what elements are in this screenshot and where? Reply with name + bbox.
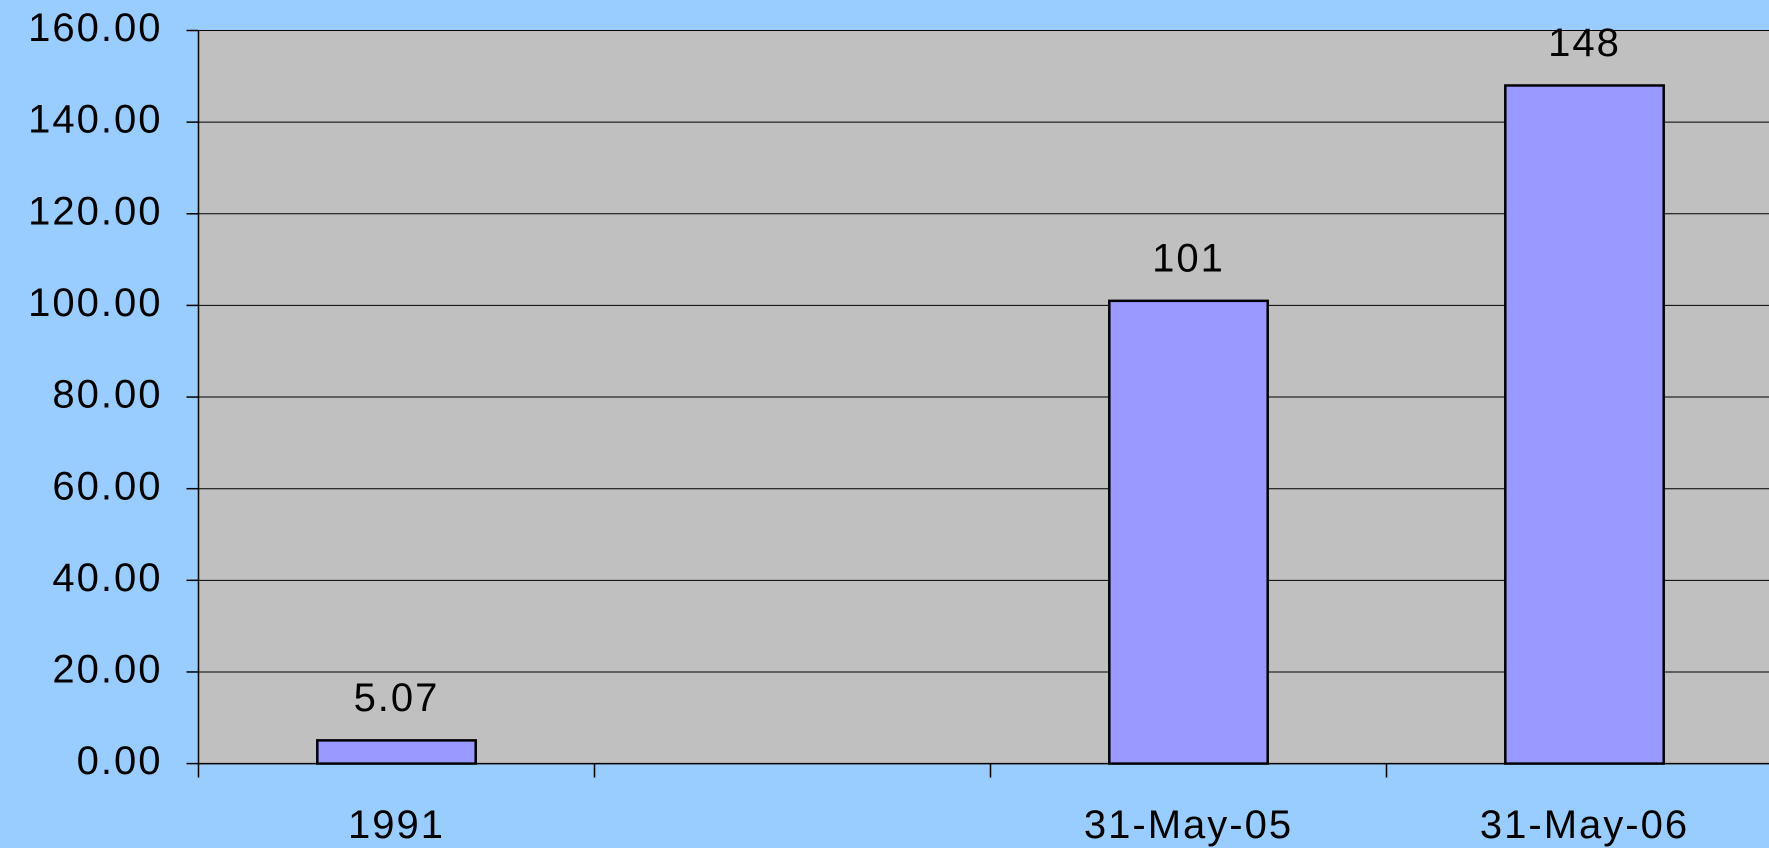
x-tick-label: 1991 <box>348 803 445 847</box>
y-tick-label: 0.00 <box>77 739 163 783</box>
x-tick-label: 31-May-06 <box>1480 803 1689 847</box>
data-label: 101 <box>1152 236 1225 280</box>
y-tick-label: 100.00 <box>28 281 162 325</box>
y-tick-label: 160.00 <box>28 6 162 50</box>
data-label: 148 <box>1548 21 1621 65</box>
y-tick-label: 40.00 <box>52 556 162 600</box>
y-tick-label: 80.00 <box>52 373 162 417</box>
data-label: 5.07 <box>354 676 440 720</box>
bar <box>1504 84 1665 765</box>
x-tick-label: 31-May-05 <box>1084 803 1293 847</box>
y-tick-label: 60.00 <box>52 464 162 508</box>
y-tick-label: 20.00 <box>52 648 162 692</box>
bar <box>1108 299 1269 765</box>
y-tick-label: 140.00 <box>28 98 162 142</box>
bar <box>316 739 477 765</box>
y-tick-label: 120.00 <box>28 189 162 233</box>
